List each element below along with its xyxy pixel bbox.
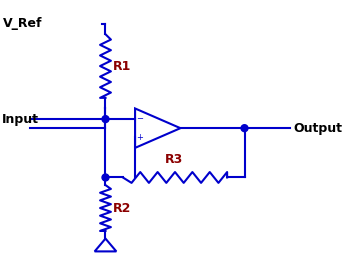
- Circle shape: [102, 116, 109, 123]
- Text: V_Ref: V_Ref: [3, 17, 42, 30]
- Text: R2: R2: [112, 202, 131, 214]
- Text: R1: R1: [112, 60, 131, 73]
- Circle shape: [241, 125, 248, 132]
- Text: Output: Output: [294, 122, 343, 135]
- Text: −: −: [137, 115, 143, 123]
- Circle shape: [102, 174, 109, 181]
- Text: +: +: [137, 133, 143, 142]
- Text: Input: Input: [2, 113, 39, 126]
- Text: R3: R3: [165, 153, 183, 166]
